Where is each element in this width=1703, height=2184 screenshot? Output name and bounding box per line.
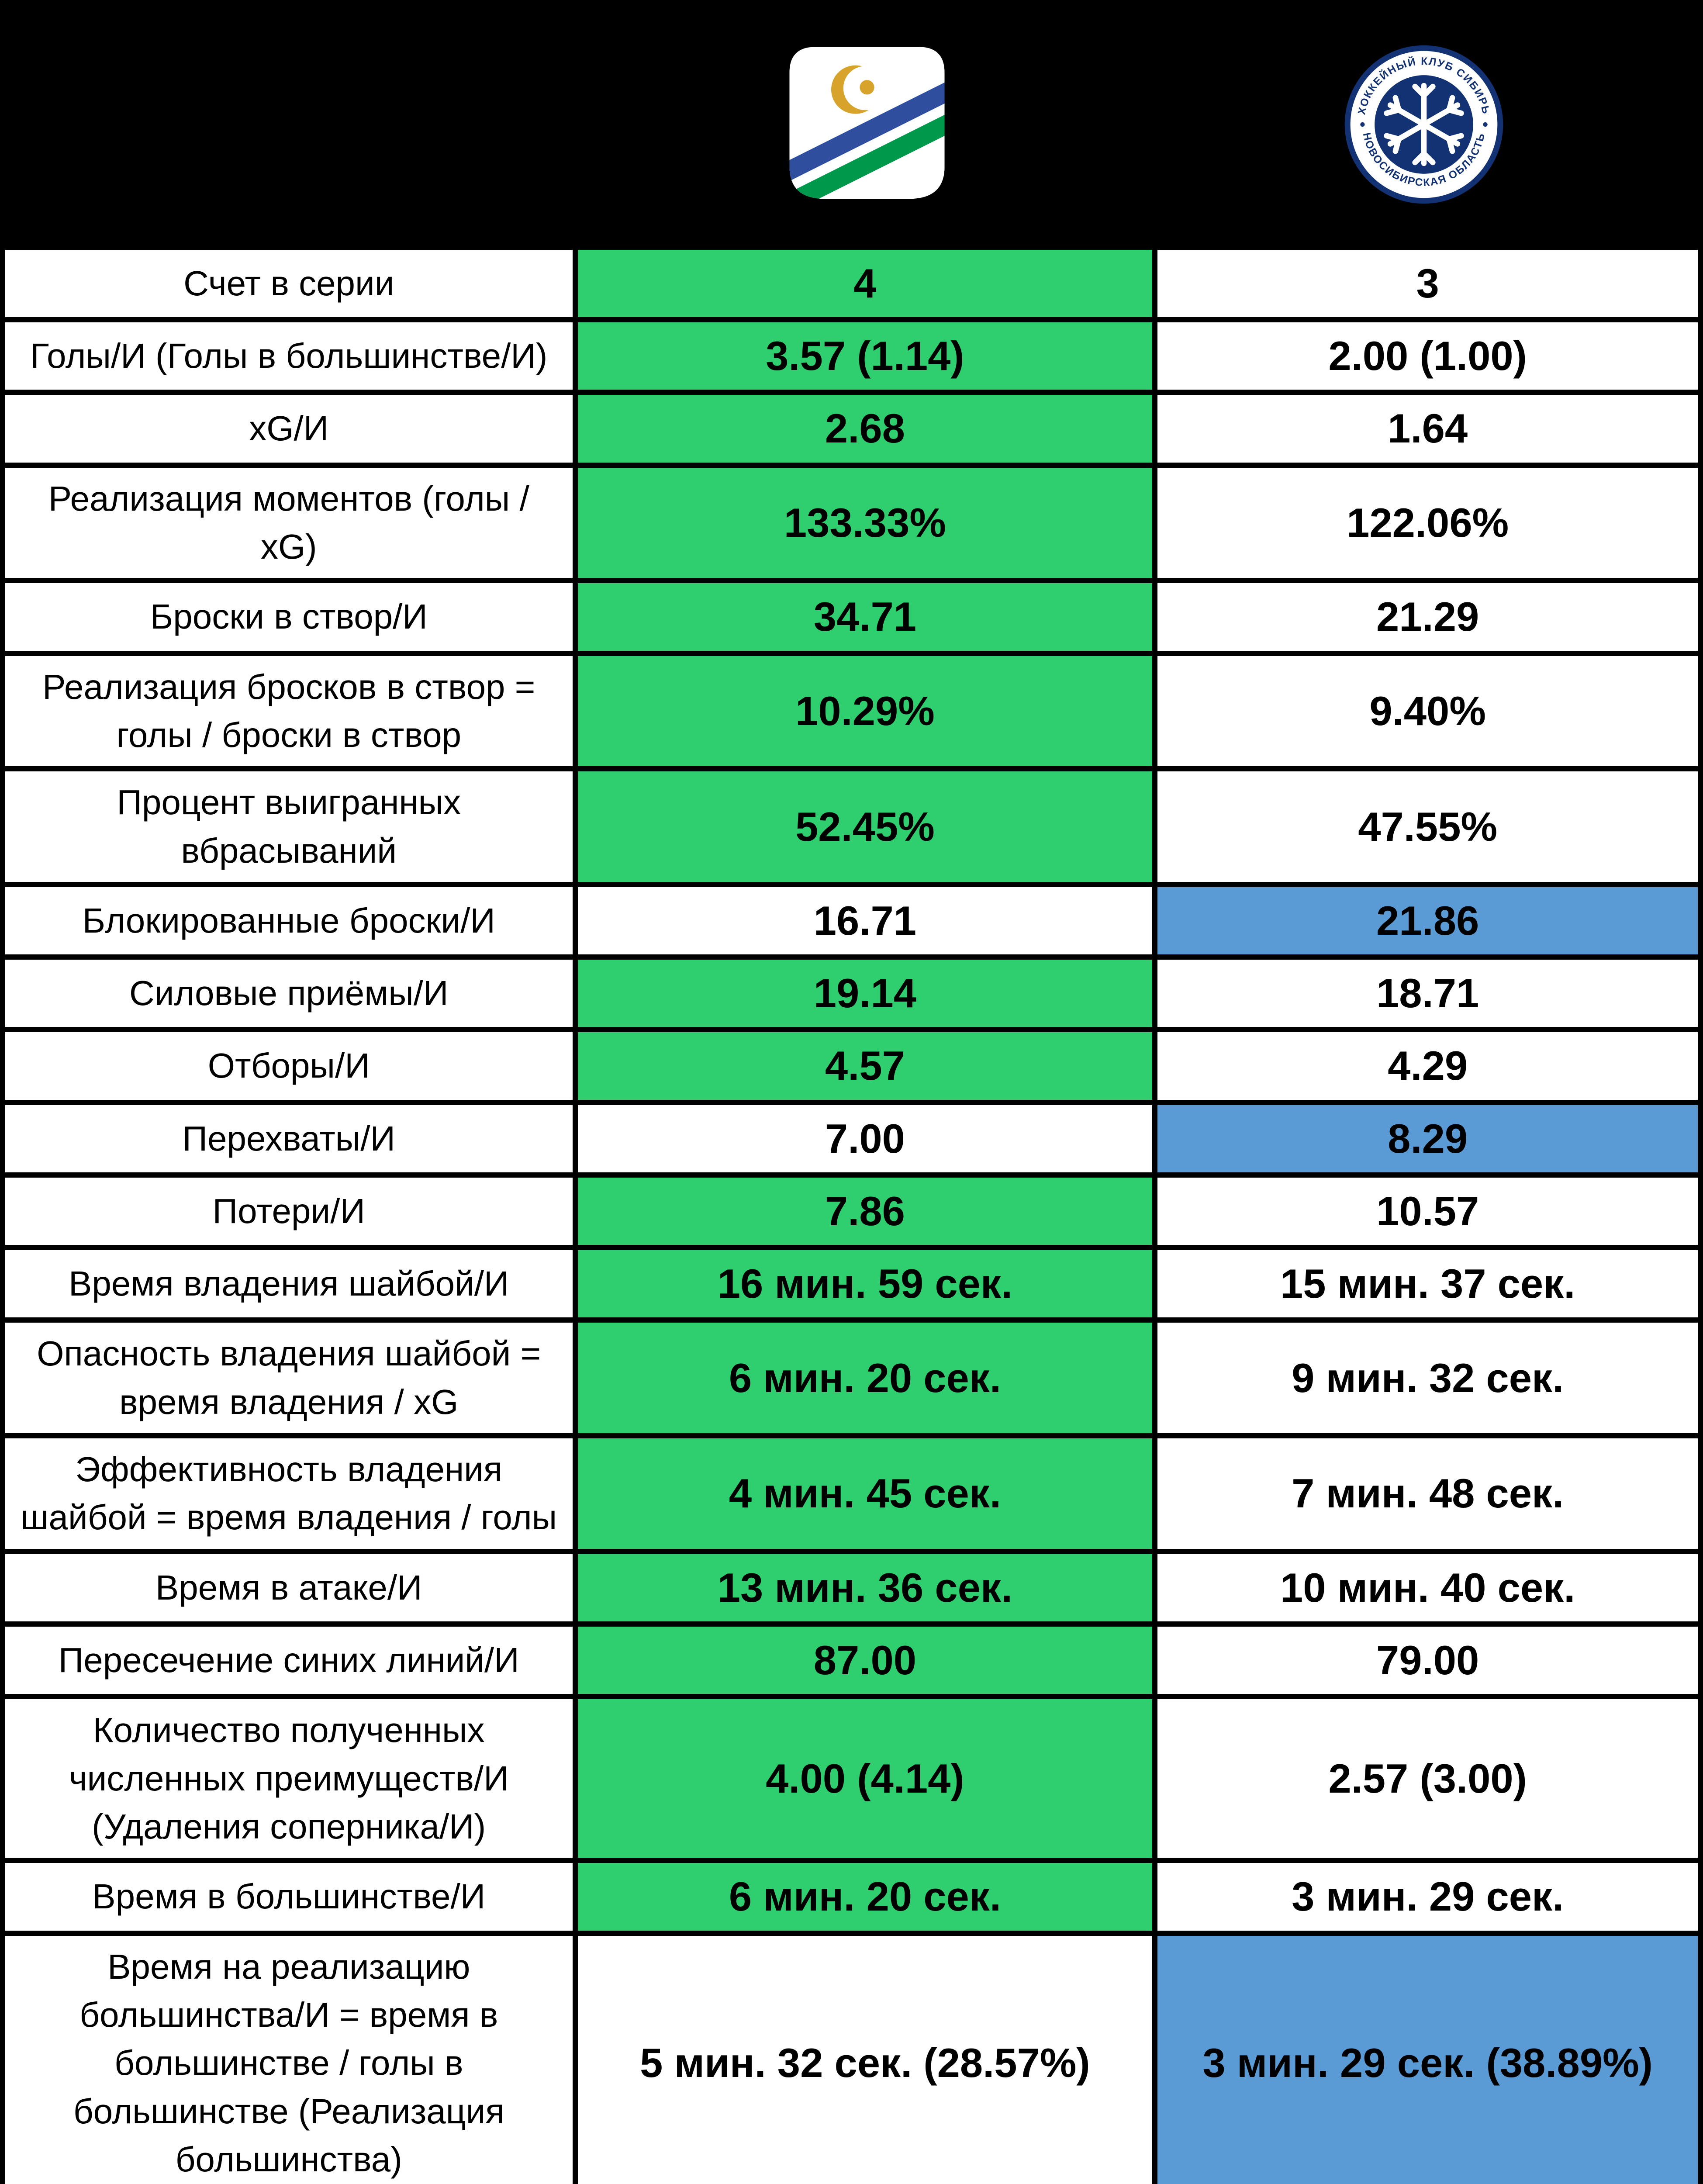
team2-value: 9 мин. 32 сек. — [1157, 1323, 1698, 1433]
team1-value: 6 мин. 20 сек. — [577, 1863, 1153, 1931]
stat-label: Процент выигранных вбрасываний — [5, 771, 573, 882]
stat-label: Время владения шайбой/И — [5, 1250, 573, 1318]
team1-value: 13 мин. 36 сек. — [577, 1554, 1153, 1621]
team2-value: 10 мин. 40 сек. — [1157, 1554, 1698, 1621]
ring-separator-dot-left — [1360, 122, 1365, 127]
snowflake-icon — [1386, 86, 1462, 163]
team2-value: 2.57 (3.00) — [1157, 1699, 1698, 1858]
team2-value: 21.29 — [1157, 583, 1698, 651]
stats-table: Счет в серии 4 3 Голы/И (Голы в большинстве… — [0, 245, 1703, 2184]
team1-value: 3.57 (1.14) — [577, 322, 1153, 390]
team1-value: 4 мин. 45 сек. — [577, 1438, 1153, 1549]
stat-label: Реализация бросков в створ = голы / брос… — [5, 656, 573, 767]
team2-value: 9.40% — [1157, 656, 1698, 767]
team2-value: 47.55% — [1157, 771, 1698, 882]
team1-value: 4 — [577, 250, 1153, 318]
team1-value: 16 мин. 59 сек. — [577, 1250, 1153, 1318]
stat-label: Потери/И — [5, 1177, 573, 1245]
salavat-yulaev-logo — [786, 44, 948, 205]
stat-label: Время в атаке/И — [5, 1554, 573, 1621]
stat-label: Время в большинстве/И — [5, 1863, 573, 1931]
team2-value: 8.29 — [1157, 1105, 1698, 1172]
stat-label: xG/И — [5, 395, 573, 463]
stat-label: Блокированные броски/И — [5, 887, 573, 955]
team1-value: 5 мин. 32 сек. (28.57%) — [577, 1935, 1153, 2184]
team1-value: 7.86 — [577, 1177, 1153, 1245]
team1-value: 87.00 — [577, 1626, 1153, 1694]
team2-value: 79.00 — [1157, 1626, 1698, 1694]
stats-grid: Счет в серии 4 3 Голы/И (Голы в большинстве… — [0, 245, 1703, 2184]
stat-label: Время на реализацию большинства/И = врем… — [5, 1935, 573, 2184]
stat-label: Броски в створ/И — [5, 583, 573, 651]
stat-label: Перехваты/И — [5, 1105, 573, 1172]
team2-value: 3 — [1157, 250, 1698, 318]
stat-label: Голы/И (Голы в большинстве/И) — [5, 322, 573, 390]
team2-value: 10.57 — [1157, 1177, 1698, 1245]
team2-value: 15 мин. 37 сек. — [1157, 1250, 1698, 1318]
team2-value: 21.86 — [1157, 887, 1698, 955]
team2-value: 2.00 (1.00) — [1157, 322, 1698, 390]
team1-value: 2.68 — [577, 395, 1153, 463]
team1-value: 4.57 — [577, 1032, 1153, 1100]
blue-diagonal-stripe — [789, 73, 945, 191]
gold-crescent-figure — [831, 65, 869, 114]
team1-value: 52.45% — [577, 771, 1153, 882]
stat-label: Силовые приёмы/И — [5, 960, 573, 1027]
team2-value: 1.64 — [1157, 395, 1698, 463]
team1-value: 34.71 — [577, 583, 1153, 651]
team1-value: 7.00 — [577, 1105, 1153, 1172]
stat-label: Счет в серии — [5, 250, 573, 318]
team2-value: 7 мин. 48 сек. — [1157, 1438, 1698, 1549]
team1-value: 19.14 — [577, 960, 1153, 1027]
stat-label: Отборы/И — [5, 1032, 573, 1100]
stat-label: Реализация моментов (голы / xG) — [5, 467, 573, 578]
team2-value: 122.06% — [1157, 467, 1698, 578]
stat-label: Опасность владения шайбой = время владен… — [5, 1323, 573, 1433]
team2-value: 18.71 — [1157, 960, 1698, 1027]
header-logo-band: ХОККЕЙНЫЙ КЛУБ СИБИРЬ НОВОСИБИРСКАЯ ОБЛА… — [0, 0, 1703, 245]
team1-value: 4.00 (4.14) — [577, 1699, 1153, 1858]
team1-value: 6 мин. 20 сек. — [577, 1323, 1153, 1433]
green-diagonal-stripe — [789, 105, 945, 199]
sibir-logo: ХОККЕЙНЫЙ КЛУБ СИБИРЬ НОВОСИБИРСКАЯ ОБЛА… — [1343, 44, 1505, 205]
ring-separator-dot-right — [1483, 122, 1488, 127]
team1-value: 133.33% — [577, 467, 1153, 578]
team1-value: 10.29% — [577, 656, 1153, 767]
team2-value: 4.29 — [1157, 1032, 1698, 1100]
shield-shape — [789, 47, 945, 199]
team1-value: 16.71 — [577, 887, 1153, 955]
stat-label: Количество полученных численных преимуще… — [5, 1699, 573, 1858]
stat-label: Пересечение синих линий/И — [5, 1626, 573, 1694]
stat-label: Эффективность владения шайбой = время вл… — [5, 1438, 573, 1549]
team2-value: 3 мин. 29 сек. — [1157, 1863, 1698, 1931]
team2-value: 3 мин. 29 сек. (38.89%) — [1157, 1935, 1698, 2184]
